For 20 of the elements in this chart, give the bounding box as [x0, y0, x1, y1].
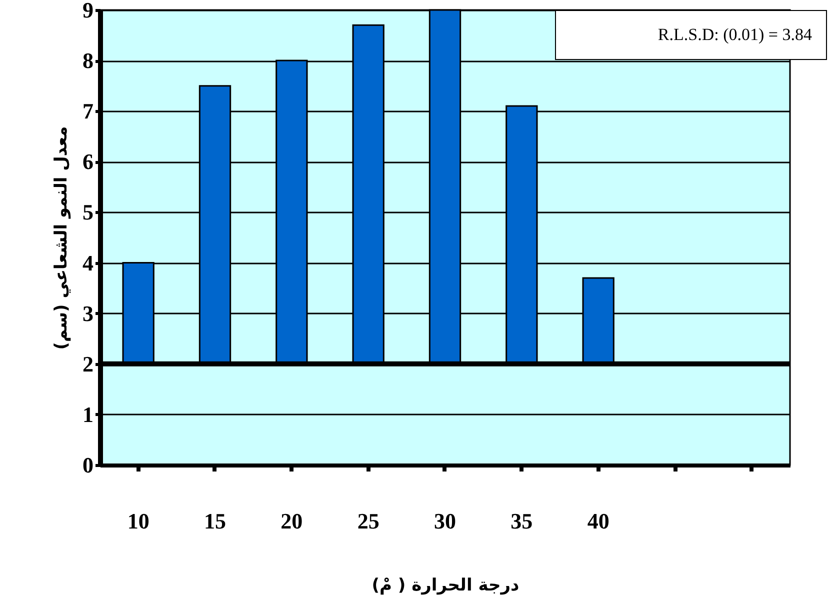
y-tick-label: 9	[82, 0, 94, 22]
y-tick-label: 4	[82, 250, 94, 276]
y-tick-label: 1	[82, 402, 94, 427]
y-axis-title: معدل النمو الشعاعي (سم)	[52, 126, 72, 350]
y-tick-label: 6	[82, 149, 94, 174]
y-tick-label: 2	[82, 351, 94, 376]
x-tick-label: 15	[204, 508, 226, 534]
x-tick-label: 10	[127, 508, 150, 534]
y-tick-label: 0	[82, 452, 94, 478]
x-tick-label: 30	[434, 508, 456, 534]
x-tick-label: 20	[280, 508, 303, 534]
x-tick-label: 35	[510, 508, 533, 534]
y-tick-label: 8	[82, 48, 94, 74]
y-tick-label: 3	[82, 300, 94, 326]
x-axis-title: درجة الحرارة ( مْ)	[372, 576, 520, 596]
y-tick-label: 5	[82, 200, 94, 225]
x-tick-label: 40	[587, 508, 610, 534]
x-tick-label: 25	[357, 508, 380, 534]
y-tick-label: 7	[82, 98, 94, 124]
note-box: R.L.S.D: (0.01) = 3.84	[555, 10, 827, 60]
